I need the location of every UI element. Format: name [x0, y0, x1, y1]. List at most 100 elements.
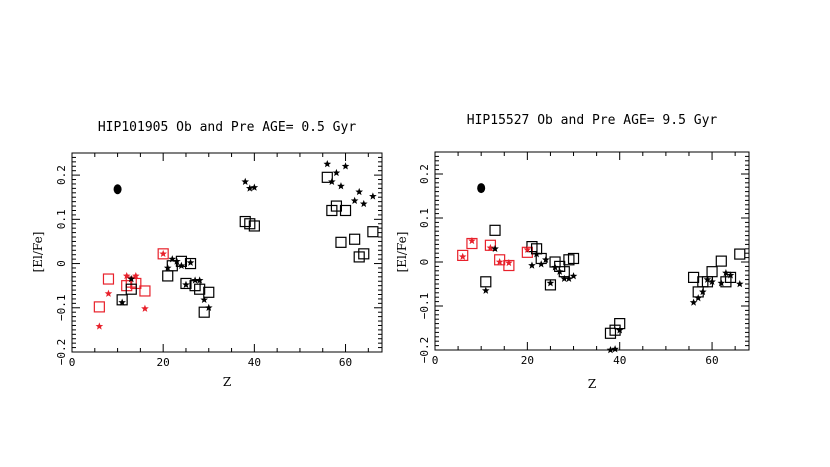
data-point-observed-black [567, 252, 580, 265]
x-tick-label: 20 [521, 354, 534, 367]
data-point-observed-black [715, 255, 727, 267]
data-point-observed-red [139, 285, 151, 297]
data-marks [457, 183, 746, 354]
data-point-predicted-black [565, 274, 573, 282]
data-point-predicted-black [703, 275, 712, 283]
data-point-predicted-red [95, 322, 104, 330]
data-point-predicted-black [532, 250, 541, 258]
data-point-predicted-red [495, 258, 504, 266]
y-tick-label: −0.1 [55, 295, 68, 322]
y-axis-label: [El/Fe] [31, 232, 45, 273]
x-axis-label: Z [223, 375, 231, 389]
data-point-observed-black [203, 286, 215, 298]
data-point-predicted-red [132, 271, 140, 280]
data-point-predicted-black [708, 277, 716, 286]
data-point-predicted-black [555, 267, 564, 275]
data-point-observed-red [157, 248, 169, 260]
axis-ticks: 0 20 40 60 −0.2 −0.1 0 0.1 0.2 [55, 152, 382, 369]
axis-ticks: 0 20 40 60 −0.2 −0.1 0 0.1 0.2 [418, 151, 749, 367]
data-point-predicted-black [328, 177, 336, 185]
data-point-predicted-black [323, 160, 332, 168]
data-point-observed-black [339, 204, 352, 217]
data-point-predicted-black [528, 261, 536, 269]
x-tick-label: 60 [339, 356, 352, 369]
x-tick-label: 0 [69, 356, 76, 369]
data-marks [93, 160, 379, 330]
x-tick-label: 40 [248, 356, 261, 369]
data-point-predicted-black [537, 260, 546, 268]
data-point-predicted-black [200, 295, 209, 304]
data-point-predicted-black [195, 276, 204, 284]
data-point-predicted-black [163, 263, 172, 272]
data-point-predicted-red [104, 289, 113, 297]
data-point-predicted-black [127, 275, 136, 283]
data-point-observed-black [194, 283, 206, 295]
data-point-observed-black [198, 306, 210, 318]
data-point-predicted-black [546, 279, 555, 287]
data-point-predicted-black [245, 184, 254, 192]
data-point-predicted-black [250, 183, 259, 191]
plot-frame [434, 151, 750, 351]
data-point-predicted-black [569, 272, 578, 280]
data-point-observed-black [734, 248, 746, 260]
data-point-predicted-red [486, 243, 495, 252]
data-point-predicted-red [523, 245, 532, 253]
data-point-predicted-black [359, 199, 368, 208]
data-point-observed-black [248, 220, 260, 232]
data-point-observed-black [706, 266, 718, 278]
data-point-predicted-black [694, 294, 703, 302]
data-point-predicted-black [182, 280, 190, 289]
data-point-observed-red [457, 249, 469, 261]
data-point-observed-black [184, 257, 197, 270]
x-tick-label: 0 [432, 354, 439, 367]
data-point-predicted-black [332, 168, 341, 177]
data-point-observed-black [116, 294, 128, 306]
data-point-predicted-black [337, 182, 345, 190]
y-tick-label: −0.2 [418, 337, 431, 364]
data-point-predicted-black [717, 279, 726, 287]
data-point-observed-black [349, 233, 361, 245]
data-point-predicted-black [551, 263, 559, 271]
data-point-predicted-black [341, 162, 350, 170]
y-tick-label: −0.2 [55, 339, 68, 366]
y-tick-label: 0.1 [55, 209, 68, 229]
reference-dot [113, 184, 122, 195]
data-point-observed-black [180, 277, 192, 290]
y-axis-label: [El/Fe] [395, 232, 409, 273]
y-tick-label: 0 [55, 260, 68, 267]
data-point-observed-red [494, 254, 506, 266]
data-point-predicted-black [241, 177, 250, 185]
reference-dot [477, 183, 486, 194]
data-point-observed-red [484, 239, 497, 251]
chart-panel-hip15527: HIP15527 Ob and Pre AGE= 9.5 Gyr 0 20 40 60… [395, 113, 750, 391]
y-tick-label: 0.2 [418, 164, 431, 184]
y-tick-label: 0.1 [418, 208, 431, 228]
data-point-predicted-black [699, 287, 707, 296]
data-point-predicted-black [191, 276, 199, 284]
y-tick-label: 0 [418, 259, 431, 266]
y-tick-label: −0.1 [418, 293, 431, 320]
data-point-observed-red [102, 273, 115, 285]
data-point-predicted-black [560, 274, 569, 282]
data-point-predicted-black [350, 196, 359, 204]
data-point-observed-black [367, 226, 379, 238]
data-point-predicted-red [468, 236, 476, 245]
data-point-predicted-black [726, 271, 735, 279]
data-point-predicted-black [186, 258, 195, 266]
data-point-predicted-black [722, 269, 730, 277]
data-point-observed-black [335, 236, 347, 248]
data-point-predicted-black [491, 244, 499, 253]
data-point-observed-black [358, 248, 370, 260]
data-point-predicted-black [735, 280, 744, 288]
data-point-observed-black [489, 224, 501, 236]
data-point-predicted-red [458, 252, 467, 260]
chart-title: HIP15527 Ob and Pre AGE= 9.5 Gyr [467, 113, 718, 128]
data-point-predicted-black [615, 326, 624, 334]
x-tick-label: 20 [157, 356, 170, 369]
data-point-predicted-black [481, 286, 490, 294]
data-point-predicted-black [606, 346, 615, 354]
data-point-predicted-black [611, 345, 619, 353]
data-point-predicted-black [204, 303, 213, 312]
data-point-predicted-red [141, 304, 149, 312]
